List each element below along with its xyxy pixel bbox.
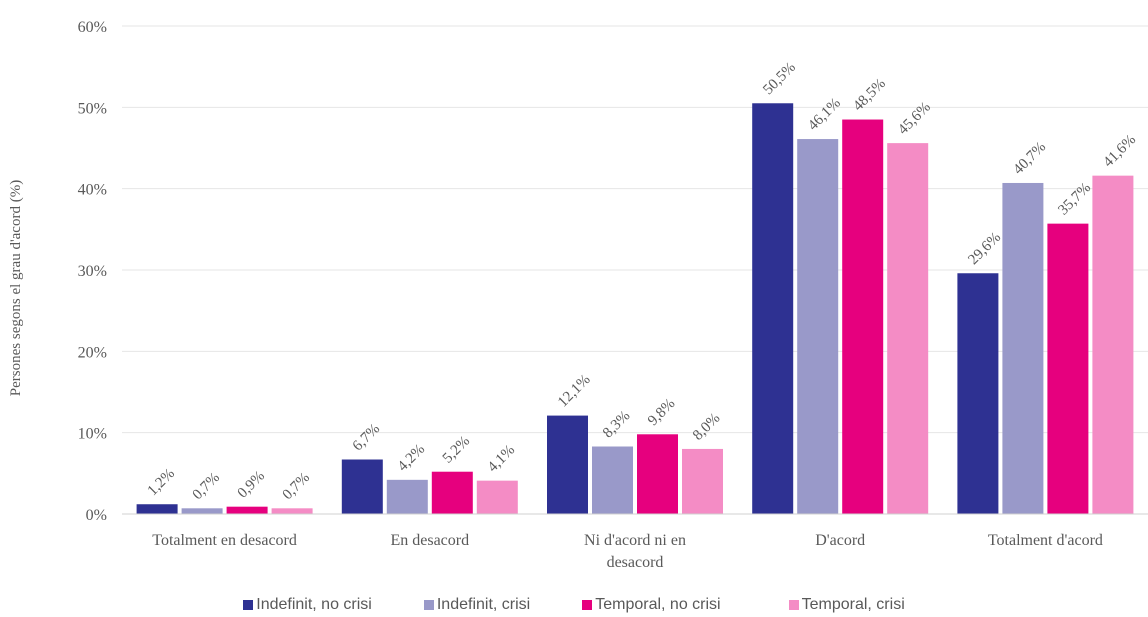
bar xyxy=(797,139,839,514)
data-label: 41,6% xyxy=(1100,132,1139,171)
data-label: 6,7% xyxy=(350,421,383,454)
y-tick-label: 30% xyxy=(78,263,107,280)
bar xyxy=(136,504,178,514)
legend-label: Temporal, no crisi xyxy=(595,596,721,613)
legend-label: Indefinit, no crisi xyxy=(256,596,372,613)
data-label: 48,5% xyxy=(850,76,889,115)
y-tick-label: 0% xyxy=(86,507,107,524)
x-category-label: desacord xyxy=(607,554,664,571)
y-tick-label: 50% xyxy=(78,100,107,117)
y-tick-label: 20% xyxy=(78,344,107,361)
bar xyxy=(431,471,473,514)
x-category-label: Totalment d'acord xyxy=(988,532,1103,549)
legend-item: Temporal, crisi xyxy=(788,596,905,614)
legend-swatch xyxy=(582,600,593,610)
bar xyxy=(957,273,999,514)
data-label: 46,1% xyxy=(805,95,844,134)
bar xyxy=(547,415,588,514)
bar xyxy=(386,479,428,514)
legend-swatch xyxy=(788,600,799,610)
data-label: 29,6% xyxy=(965,229,1004,268)
legend-label: Temporal, crisi xyxy=(801,596,905,613)
bar xyxy=(226,506,268,514)
bar xyxy=(1002,182,1044,514)
legend-item: Indefinit, no crisi xyxy=(243,596,372,614)
data-label: 9,8% xyxy=(645,396,678,429)
y-tick-label: 60% xyxy=(78,19,107,36)
data-label: 5,2% xyxy=(440,433,473,466)
bar xyxy=(592,446,633,514)
bar xyxy=(887,143,929,514)
bar xyxy=(1047,223,1089,514)
y-axis-ticks: 0% 10% 20% 30% 40% 50% 60% xyxy=(78,19,107,524)
legend-swatch xyxy=(243,600,254,610)
data-label: 40,7% xyxy=(1010,139,1049,178)
data-label: 8,0% xyxy=(690,410,723,443)
bar xyxy=(752,103,794,515)
data-label: 0,7% xyxy=(280,470,313,503)
bar xyxy=(271,508,313,514)
bars xyxy=(136,103,1134,515)
data-label: 12,1% xyxy=(555,372,594,411)
x-category-label: Totalment en desacord xyxy=(152,532,297,549)
data-label: 4,1% xyxy=(485,442,518,475)
bar xyxy=(682,448,723,514)
data-label: 45,6% xyxy=(895,99,934,138)
y-axis-label: Persones segons el grau d'acord (%) xyxy=(8,180,24,396)
y-tick-label: 40% xyxy=(78,182,107,199)
data-label: 8,3% xyxy=(600,408,633,441)
x-category-label: D'acord xyxy=(815,532,865,549)
legend-label: Indefinit, crisi xyxy=(436,596,531,613)
bar xyxy=(1092,175,1134,515)
data-label: 35,7% xyxy=(1055,180,1094,219)
y-tick-label: 10% xyxy=(78,426,107,443)
bar xyxy=(476,480,518,514)
data-label: 0,9% xyxy=(235,468,268,501)
data-label: 4,2% xyxy=(395,441,428,474)
x-category-label: Ni d'acord ni en xyxy=(584,532,686,549)
x-category-label: En desacord xyxy=(390,532,469,549)
bar xyxy=(341,459,383,514)
data-label: 1,2% xyxy=(145,466,178,499)
bar xyxy=(842,119,884,515)
legend-item: Indefinit, crisi xyxy=(423,596,531,614)
data-label: 50,5% xyxy=(760,59,799,98)
data-label: 0,7% xyxy=(190,470,223,503)
legend-item: Temporal, no crisi xyxy=(582,596,721,614)
bar xyxy=(637,434,678,514)
legend-swatch xyxy=(423,600,434,610)
bar xyxy=(181,508,223,514)
legend: Indefinit, no crisi Indefinit, crisi Tempo… xyxy=(0,596,1148,614)
x-axis-categories: Totalment en desacord En desacord Ni d'aco… xyxy=(152,532,1103,571)
